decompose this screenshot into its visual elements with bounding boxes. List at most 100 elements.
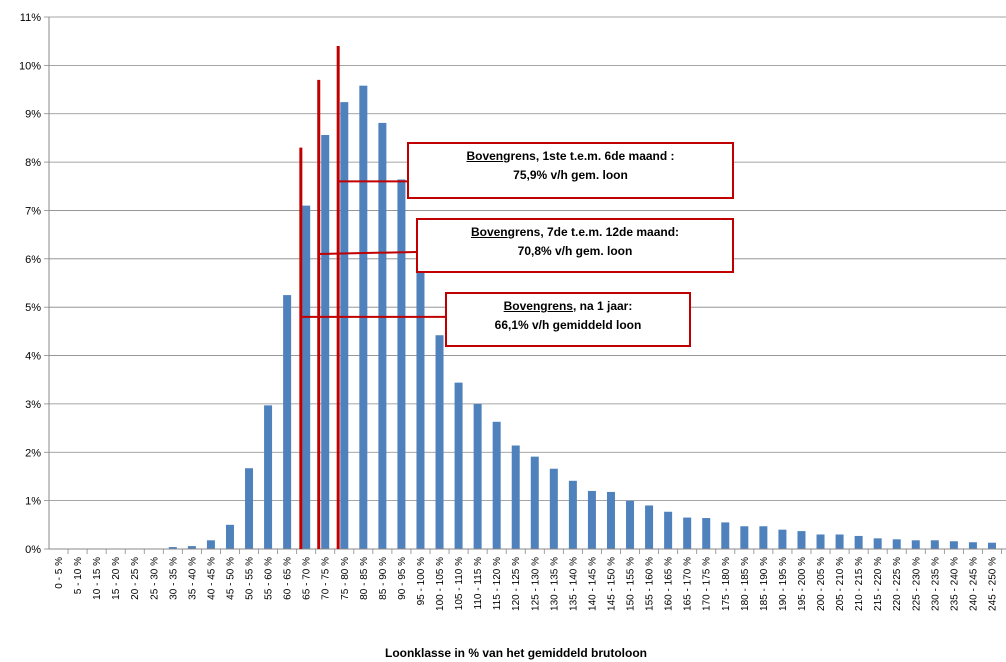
bar: [835, 534, 844, 549]
x-tick-label: 45 - 50 %: [225, 557, 236, 600]
x-tick-label: 25 - 30 %: [149, 557, 160, 600]
x-tick-label: 95 - 100 %: [416, 557, 427, 605]
bar: [454, 382, 463, 549]
x-tick-label: 85 - 90 %: [378, 557, 389, 600]
y-tick-label: 8%: [25, 157, 41, 169]
bar: [168, 547, 177, 549]
x-tick-label: 145 - 150 %: [606, 557, 617, 611]
x-tick-label: 110 - 115 %: [473, 557, 484, 610]
callout-line1: grens, 7de t.e.m. 12de maand:: [507, 225, 680, 239]
bar: [626, 500, 635, 549]
x-tick-label: 175 - 180 %: [721, 557, 732, 611]
callout-line1: , na 1 jaar:: [572, 299, 633, 313]
callout-seven-to-twelve-months: Bovengrens, 7de t.e.m. 12de maand: 70,8%…: [416, 218, 734, 273]
x-tick-label: 75 - 80 %: [340, 557, 351, 600]
x-tick-label: 20 - 25 %: [130, 557, 141, 600]
bar: [397, 179, 406, 549]
x-tick-label: 240 - 245 %: [968, 557, 979, 611]
bar: [873, 538, 882, 549]
bar: [721, 522, 730, 549]
x-tick-labels: 0 - 5 % 5 - 10 % 10 - 15 % 15 - 20 % 20 - 25…: [54, 557, 998, 611]
bar: [987, 542, 996, 549]
x-tick-label: 190 - 195 %: [778, 557, 789, 611]
bar: [759, 526, 768, 549]
bar: [435, 335, 444, 549]
y-tick-label: 11%: [20, 12, 41, 24]
callout-underlined: Boven: [466, 149, 504, 163]
x-tick-label: 200 - 205 %: [816, 557, 827, 611]
x-tick-label: 35 - 40 %: [187, 557, 198, 600]
x-tick-label: 165 - 170 %: [683, 557, 694, 611]
x-tick-label: 180 - 185 %: [740, 557, 751, 611]
bar: [492, 421, 501, 549]
bar: [473, 403, 482, 549]
x-tick-label: 105 - 110 %: [454, 557, 465, 610]
bar: [340, 102, 349, 550]
x-tick-label: 100 - 105 %: [435, 557, 446, 611]
y-tick-labels: 0% 1% 2% 3% 4% 5% 6% 7% 8% 9% 10% 11%: [19, 12, 41, 556]
x-tick-label: 245 - 250 %: [987, 557, 998, 611]
x-tick-label: 150 - 155 %: [626, 557, 637, 611]
bar: [816, 534, 825, 549]
x-tick-label: 40 - 45 %: [206, 557, 217, 600]
x-tick-label: 140 - 145 %: [587, 557, 598, 611]
bar: [187, 546, 196, 549]
x-tick-label: 160 - 165 %: [664, 557, 675, 611]
callout-line2: 70,8% v/h gem. loon: [517, 244, 633, 258]
bar: [225, 524, 234, 549]
x-axis-label: Loonklasse in % van het gemiddeld brutol…: [385, 646, 647, 660]
x-tick-label: 205 - 210 %: [835, 557, 846, 611]
callout-first-six-months: Bovengrens, 1ste t.e.m. 6de maand : 75,9…: [407, 142, 734, 199]
callout-line2: 75,9% v/h gem. loon: [513, 168, 628, 182]
bar: [949, 541, 958, 549]
callout-after-one-year: Bovengrens, na 1 jaar: 66,1% v/h gemidde…: [445, 292, 691, 347]
callout-line2: 66,1% v/h gemiddeld loon: [494, 318, 642, 332]
x-tick-label: 70 - 75 %: [321, 557, 332, 600]
y-tick-label: 4%: [25, 351, 41, 363]
bar: [968, 542, 977, 549]
x-tick-label: 50 - 55 %: [245, 557, 256, 600]
x-tick-label: 5 - 10 %: [73, 557, 84, 594]
x-tick-label: 55 - 60 %: [264, 557, 275, 600]
y-tick-label: 2%: [25, 447, 41, 459]
bar: [283, 295, 292, 549]
bar: [797, 531, 806, 549]
bar: [930, 540, 939, 549]
bars: [168, 85, 996, 550]
bar: [245, 468, 254, 549]
x-tick-label: 80 - 85 %: [359, 557, 370, 600]
bar: [587, 490, 596, 549]
x-tick-label: 30 - 35 %: [168, 557, 179, 600]
callout-line1: grens, 1ste t.e.m. 6de maand :: [503, 149, 675, 163]
x-tick-label: 120 - 125 %: [511, 557, 522, 611]
bar: [892, 539, 901, 549]
x-tick-label: 60 - 65 %: [283, 557, 294, 600]
x-tick-label: 0 - 5 %: [54, 557, 65, 589]
callout-underlined: Boven: [470, 225, 508, 239]
y-tick-label: 9%: [25, 109, 41, 121]
y-tick-label: 3%: [25, 399, 41, 411]
bar: [664, 511, 673, 549]
x-tick-label: 220 - 225 %: [892, 557, 903, 611]
bar: [549, 468, 558, 549]
bar: [302, 205, 311, 550]
x-tick-label: 135 - 140 %: [568, 557, 579, 611]
y-tick-label: 7%: [25, 205, 41, 217]
y-tick-label: 10%: [19, 60, 41, 72]
x-tick-label: 10 - 15 %: [92, 557, 103, 600]
bar: [511, 445, 520, 549]
y-tick-label: 0%: [25, 544, 41, 556]
x-tick-label: 130 - 135 %: [549, 557, 560, 611]
bar: [416, 265, 425, 549]
x-tick-label: 235 - 240 %: [949, 557, 960, 611]
x-tick-label: 210 - 215 %: [854, 557, 865, 611]
bar: [854, 535, 863, 549]
bar: [264, 405, 273, 549]
x-tick-label: 185 - 190 %: [759, 557, 770, 611]
y-tick-label: 6%: [25, 254, 41, 266]
x-tick-label: 155 - 160 %: [645, 557, 656, 611]
x-tick-label: 115 - 120 %: [492, 557, 503, 610]
bar: [606, 491, 615, 549]
bar: [683, 517, 692, 549]
x-tick-label: 170 - 175 %: [702, 557, 713, 611]
